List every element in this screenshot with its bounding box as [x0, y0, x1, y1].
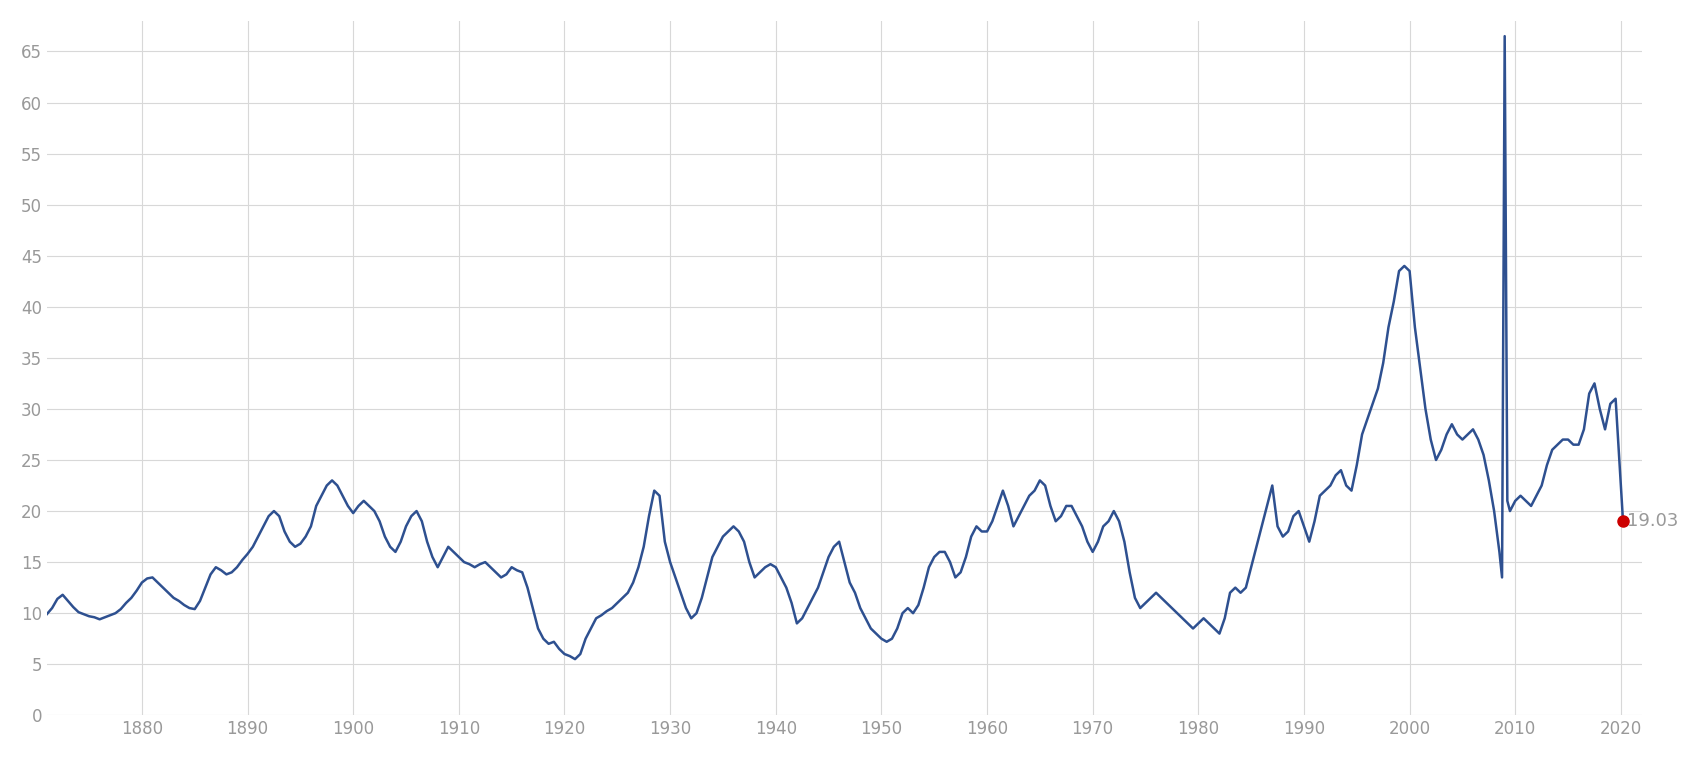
Text: 19.03: 19.03: [1627, 512, 1678, 530]
